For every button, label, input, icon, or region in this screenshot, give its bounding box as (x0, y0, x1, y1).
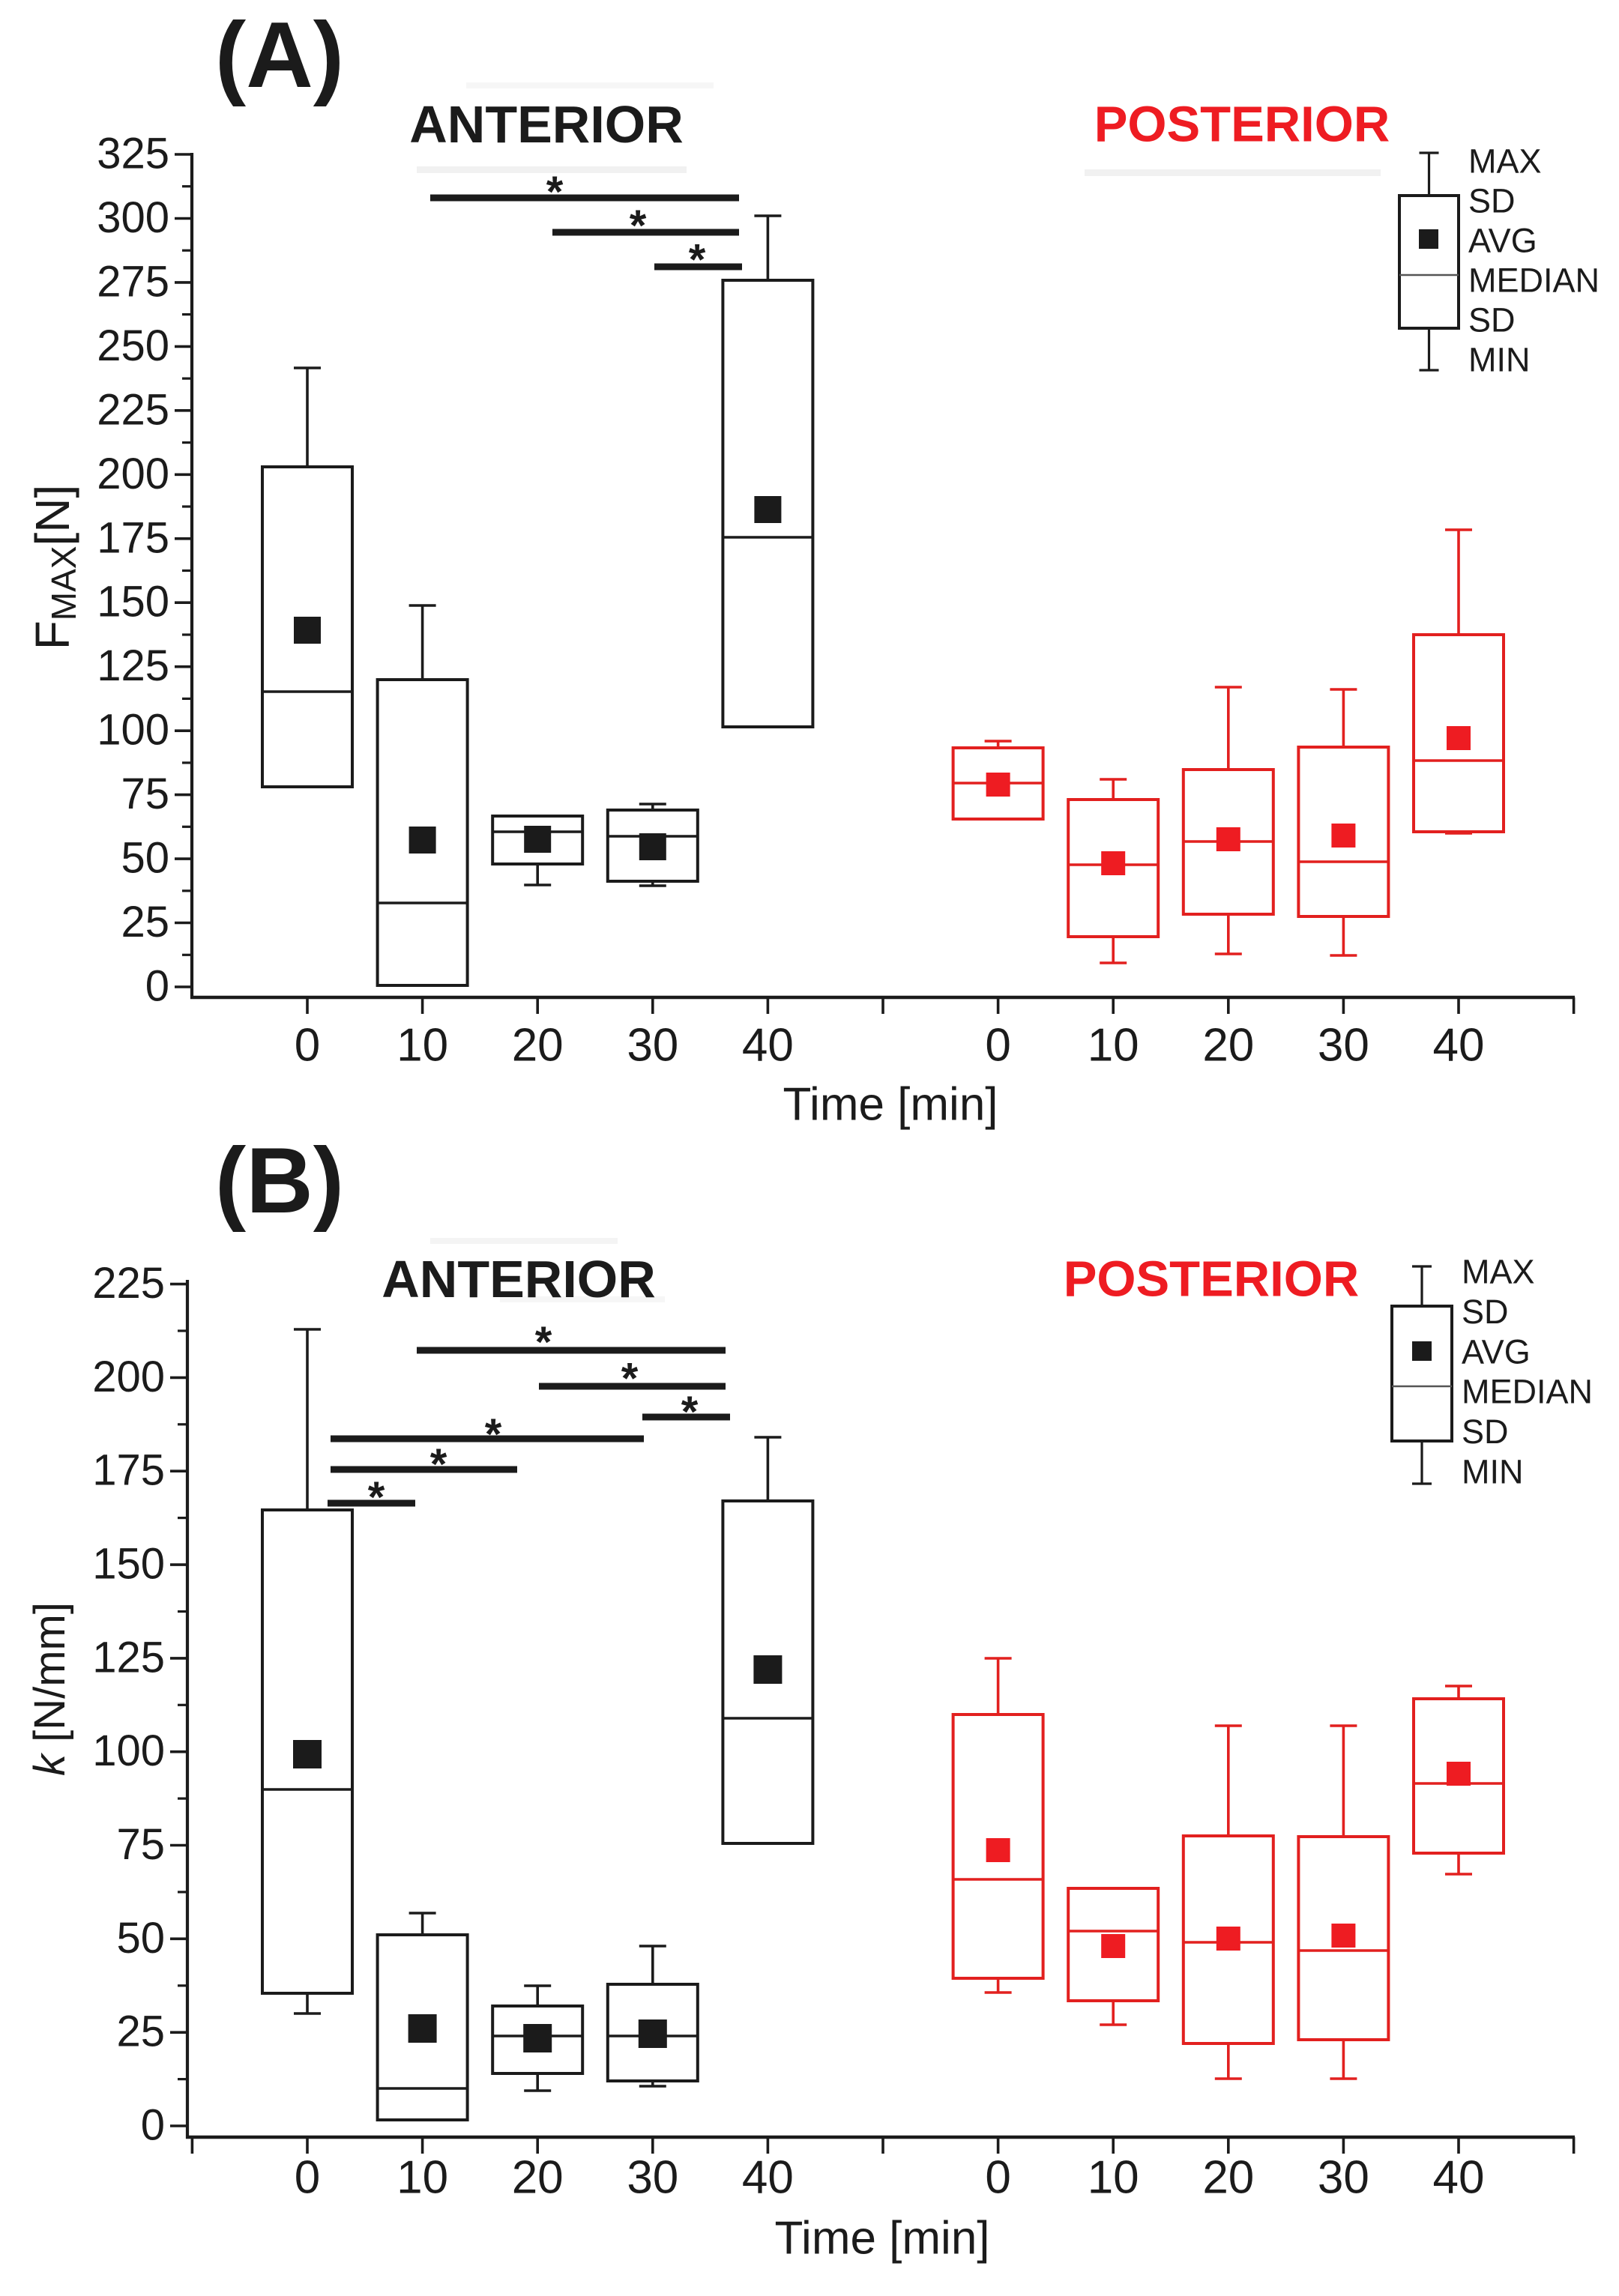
svg-text:175: 175 (92, 1446, 165, 1495)
svg-text:(B): (B) (215, 1129, 344, 1233)
svg-text:AVG: AVG (1462, 1332, 1531, 1371)
svg-text:*: * (430, 1440, 447, 1489)
svg-text:MIN: MIN (1468, 341, 1531, 379)
svg-text:0: 0 (141, 2101, 165, 2150)
svg-text:225: 225 (97, 385, 169, 434)
svg-text:MAX: MAX (1468, 142, 1542, 181)
svg-text:Time [min]: Time [min] (774, 2213, 989, 2265)
svg-text:275: 275 (97, 257, 169, 306)
svg-text:40: 40 (1433, 1020, 1485, 1072)
svg-text:200: 200 (92, 1353, 165, 1401)
svg-text:*: * (681, 1388, 699, 1436)
svg-text:75: 75 (121, 770, 169, 818)
svg-text:40: 40 (742, 1020, 794, 1072)
svg-text:0: 0 (985, 1020, 1010, 1072)
svg-text:50: 50 (116, 1914, 165, 1963)
svg-text:150: 150 (92, 1540, 165, 1589)
svg-text:POSTERIOR: POSTERIOR (1064, 1251, 1360, 1308)
svg-text:250: 250 (97, 321, 169, 370)
svg-text:MAX: MAX (1462, 1253, 1535, 1291)
svg-text:*: * (535, 1318, 552, 1367)
svg-text:100: 100 (97, 706, 169, 755)
svg-text:*: * (368, 1473, 385, 1522)
svg-text:20: 20 (512, 1020, 564, 1072)
svg-text:20: 20 (512, 2152, 564, 2204)
svg-text:25: 25 (121, 898, 169, 946)
svg-text:MIN: MIN (1462, 1453, 1524, 1491)
svg-text:SD: SD (1468, 301, 1516, 339)
svg-text:*: * (689, 236, 706, 285)
svg-text:75: 75 (116, 1820, 165, 1869)
svg-text:0: 0 (145, 962, 169, 1011)
svg-text:AVG: AVG (1468, 222, 1537, 260)
svg-text:10: 10 (1088, 2152, 1139, 2204)
svg-text:*: * (630, 202, 647, 250)
svg-text:k [N/mm]: k [N/mm] (25, 1602, 74, 1776)
svg-text:0: 0 (295, 2152, 320, 2204)
svg-text:*: * (485, 1410, 502, 1459)
svg-text:200: 200 (97, 450, 169, 498)
svg-text:POSTERIOR: POSTERIOR (1094, 97, 1390, 153)
svg-text:*: * (546, 168, 564, 217)
svg-text:10: 10 (1088, 1020, 1139, 1072)
svg-text:0: 0 (295, 1020, 320, 1072)
svg-text:SD: SD (1462, 1413, 1509, 1451)
svg-text:30: 30 (1318, 2152, 1369, 2204)
svg-text:30: 30 (627, 1020, 678, 1072)
svg-text:150: 150 (97, 578, 169, 626)
svg-text:25: 25 (116, 2008, 165, 2056)
svg-text:125: 125 (97, 641, 169, 690)
svg-text:125: 125 (92, 1633, 165, 1682)
svg-text:MEDIAN: MEDIAN (1468, 262, 1600, 300)
svg-text:ANTERIOR: ANTERIOR (382, 1250, 656, 1308)
svg-text:300: 300 (97, 193, 169, 242)
svg-text:ANTERIOR: ANTERIOR (409, 95, 684, 154)
svg-text:175: 175 (97, 513, 169, 562)
svg-text:SD: SD (1468, 182, 1516, 220)
svg-text:100: 100 (92, 1726, 165, 1775)
svg-text:40: 40 (1433, 2152, 1485, 2204)
svg-text:FMAX[N]: FMAX[N] (25, 485, 83, 650)
svg-text:20: 20 (1202, 2152, 1254, 2204)
svg-text:MEDIAN: MEDIAN (1462, 1373, 1593, 1411)
svg-text:0: 0 (985, 2152, 1010, 2204)
svg-text:Time [min]: Time [min] (783, 1079, 998, 1131)
svg-text:(A): (A) (215, 4, 344, 107)
svg-text:SD: SD (1462, 1293, 1509, 1331)
svg-text:225: 225 (92, 1259, 165, 1308)
svg-text:40: 40 (742, 2152, 794, 2204)
svg-text:10: 10 (397, 2152, 448, 2204)
svg-text:30: 30 (1318, 1020, 1369, 1072)
svg-text:20: 20 (1202, 1020, 1254, 1072)
svg-text:325: 325 (97, 130, 169, 178)
svg-text:10: 10 (397, 1020, 448, 1072)
svg-text:30: 30 (627, 2152, 678, 2204)
svg-text:*: * (621, 1355, 639, 1404)
svg-text:50: 50 (121, 834, 169, 883)
